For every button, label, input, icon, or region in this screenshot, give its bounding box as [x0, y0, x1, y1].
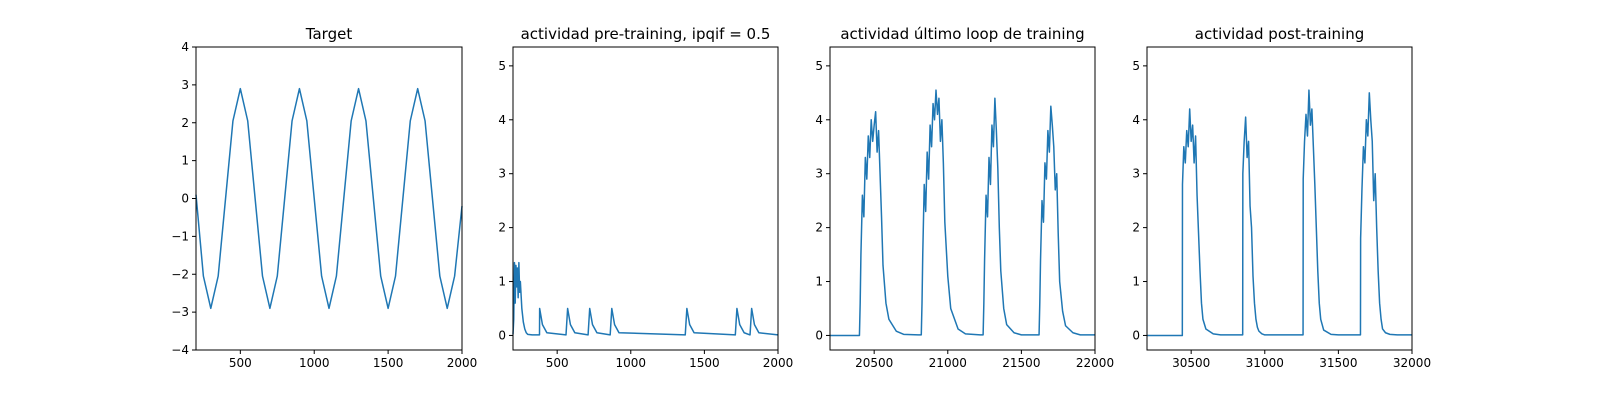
x-tick-label: 500	[229, 356, 252, 370]
chart-title: Target	[305, 25, 353, 43]
y-tick-label: 1	[1132, 275, 1140, 289]
x-tick-label: 30500	[1172, 356, 1210, 370]
y-tick-label: 4	[498, 113, 506, 127]
y-tick-label: 1	[181, 154, 189, 168]
plot-frame	[1146, 46, 1413, 351]
y-tick-label: −2	[171, 267, 189, 281]
x-tick-label: 2000	[447, 356, 478, 370]
y-tick-label: 2	[181, 116, 189, 130]
x-tick-label: 1000	[616, 356, 647, 370]
y-tick-label: 5	[1132, 59, 1140, 73]
series-line-1	[1147, 89, 1412, 337]
y-tick-label: 3	[815, 167, 823, 181]
plot-frame	[829, 46, 1096, 351]
y-tick-label: −4	[171, 343, 189, 357]
plot-frame	[512, 46, 779, 351]
y-tick-label: 1	[815, 275, 823, 289]
y-tick-label: 1	[498, 275, 506, 289]
x-tick-label: 31000	[1246, 356, 1284, 370]
x-tick-label: 1500	[373, 356, 404, 370]
series-line-1	[195, 87, 463, 310]
x-tick-label: 2000	[763, 356, 794, 370]
chart-title: actividad pre-training, ipqif = 0.5	[521, 25, 771, 43]
chart-title: actividad post-training	[1195, 25, 1364, 43]
y-tick-label: 3	[181, 78, 189, 92]
y-tick-label: −1	[171, 229, 189, 243]
y-tick-label: 2	[1132, 221, 1140, 235]
chart-title: actividad último loop de training	[840, 25, 1084, 43]
x-tick-label: 31500	[1319, 356, 1357, 370]
y-tick-label: 4	[815, 113, 823, 127]
y-tick-label: 5	[815, 59, 823, 73]
y-tick-label: 4	[181, 40, 189, 54]
x-tick-label: 21500	[1002, 356, 1040, 370]
y-tick-label: 0	[498, 328, 506, 342]
x-tick-label: 22000	[1076, 356, 1114, 370]
y-tick-label: 0	[1132, 328, 1140, 342]
x-tick-label: 20500	[855, 356, 893, 370]
y-tick-label: 4	[1132, 113, 1140, 127]
y-tick-label: 2	[498, 221, 506, 235]
series-line-1	[512, 261, 779, 336]
x-tick-label: 500	[546, 356, 569, 370]
chart-panel-1: Target 500 1000 1500 2000 −4 −3 −2 −1 0 1 2 3 4	[171, 25, 477, 370]
y-tick-label: 3	[1132, 167, 1140, 181]
y-tick-label: 0	[815, 328, 823, 342]
series-line-1	[830, 89, 1095, 337]
x-tick-label: 32000	[1393, 356, 1431, 370]
y-tick-label: 5	[498, 59, 506, 73]
y-tick-label: 3	[498, 167, 506, 181]
x-tick-label: 21000	[929, 356, 967, 370]
x-tick-label: 1500	[689, 356, 720, 370]
x-tick-label: 1000	[299, 356, 330, 370]
y-tick-label: 0	[181, 192, 189, 206]
y-tick-label: 2	[815, 221, 823, 235]
y-tick-label: −3	[171, 305, 189, 319]
